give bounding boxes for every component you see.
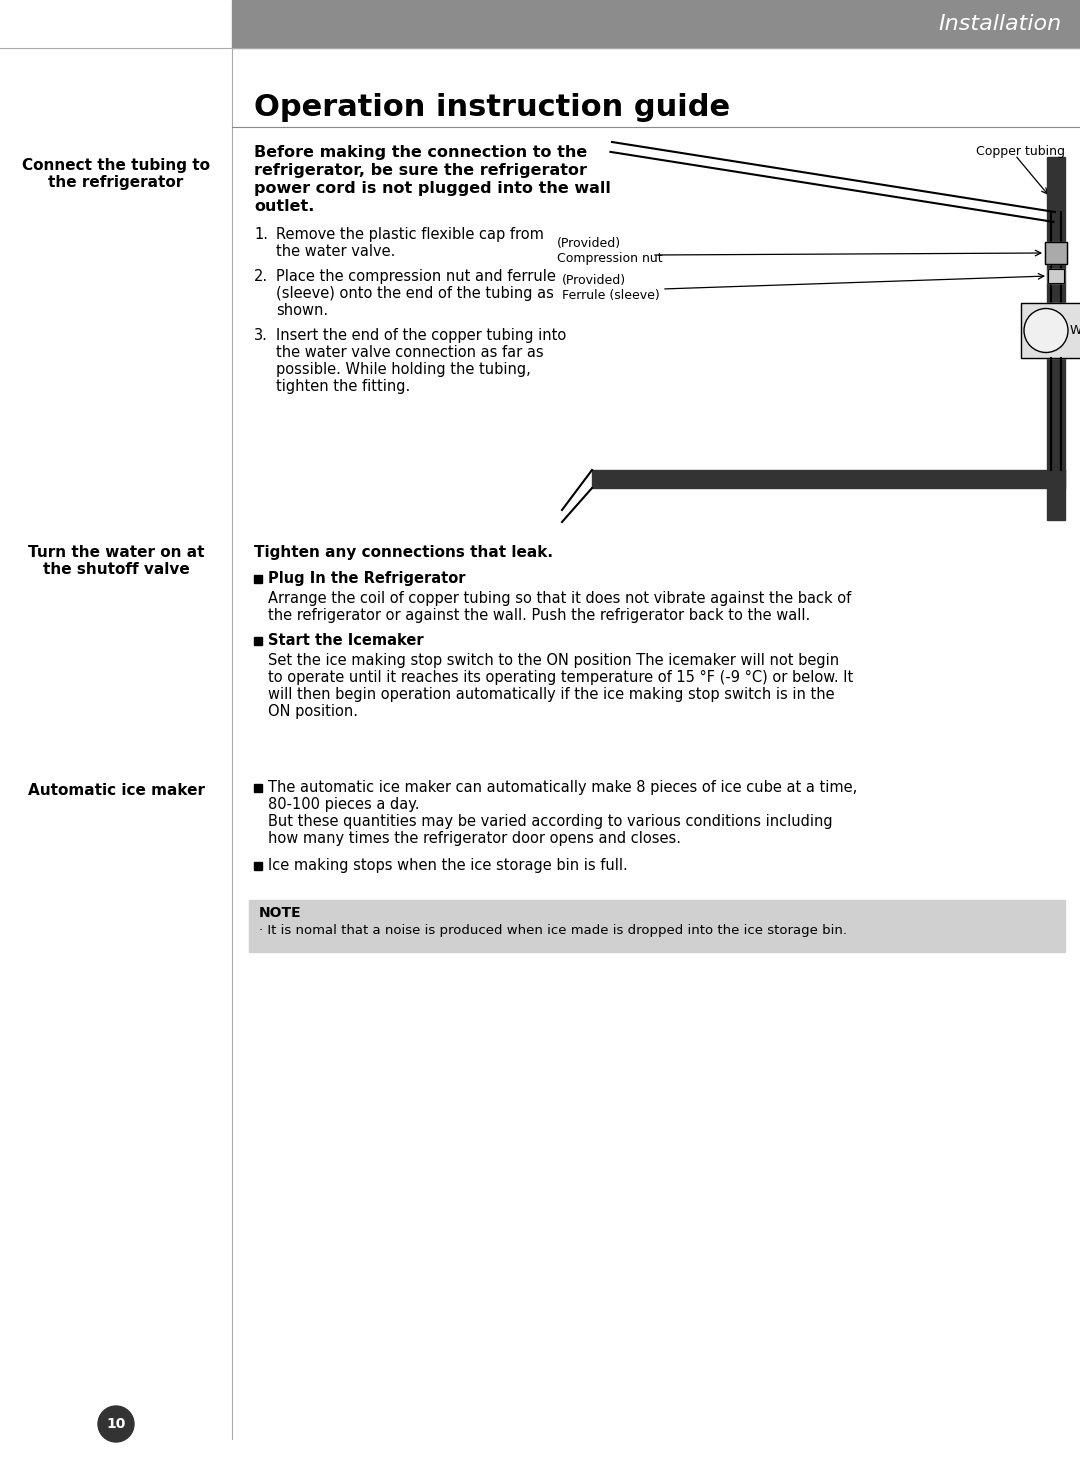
Text: Water valve: Water valve xyxy=(1070,324,1080,337)
Text: Place the compression nut and ferrule: Place the compression nut and ferrule xyxy=(276,269,556,284)
Text: the refrigerator or against the wall. Push the refrigerator back to the wall.: the refrigerator or against the wall. Pu… xyxy=(268,608,810,623)
Text: NOTE: NOTE xyxy=(259,907,301,920)
Text: Tighten any connections that leak.: Tighten any connections that leak. xyxy=(254,544,553,561)
Text: Automatic ice maker: Automatic ice maker xyxy=(27,782,204,799)
Bar xyxy=(1048,269,1064,282)
Text: shown.: shown. xyxy=(276,303,328,318)
Text: Plug In the Refrigerator: Plug In the Refrigerator xyxy=(268,571,465,586)
Text: (Provided)
Ferrule (sleeve): (Provided) Ferrule (sleeve) xyxy=(562,274,660,302)
Bar xyxy=(1045,243,1067,263)
Text: refrigerator, be sure the refrigerator: refrigerator, be sure the refrigerator xyxy=(254,163,588,177)
Text: how many times the refrigerator door opens and closes.: how many times the refrigerator door ope… xyxy=(268,831,681,846)
Bar xyxy=(254,784,262,791)
Bar xyxy=(1048,269,1064,282)
Text: possible. While holding the tubing,: possible. While holding the tubing, xyxy=(276,362,530,377)
Text: Connect the tubing to
the refrigerator: Connect the tubing to the refrigerator xyxy=(22,158,210,191)
Text: Remove the plastic flexible cap from: Remove the plastic flexible cap from xyxy=(276,226,544,243)
Bar xyxy=(1047,157,1065,521)
Text: the water valve connection as far as: the water valve connection as far as xyxy=(276,345,543,359)
Circle shape xyxy=(98,1407,134,1442)
Text: 1.: 1. xyxy=(254,226,268,243)
Text: 2.: 2. xyxy=(254,269,268,284)
Bar xyxy=(592,470,1065,488)
Text: ON position.: ON position. xyxy=(268,704,357,719)
Bar xyxy=(254,637,262,645)
Text: will then begin operation automatically if the ice making stop switch is in the: will then begin operation automatically … xyxy=(268,688,835,703)
Text: power cord is not plugged into the wall: power cord is not plugged into the wall xyxy=(254,180,611,197)
Text: Ice making stops when the ice storage bin is full.: Ice making stops when the ice storage bi… xyxy=(268,858,627,873)
Text: (sleeve) onto the end of the tubing as: (sleeve) onto the end of the tubing as xyxy=(276,285,554,302)
Text: 3.: 3. xyxy=(254,328,268,343)
Bar xyxy=(1045,243,1067,263)
Text: Installation: Installation xyxy=(939,13,1062,34)
Text: Operation instruction guide: Operation instruction guide xyxy=(254,93,730,121)
Bar xyxy=(1021,303,1080,358)
Text: Arrange the coil of copper tubing so that it does not vibrate against the back o: Arrange the coil of copper tubing so tha… xyxy=(268,592,851,606)
Text: 80-100 pieces a day.: 80-100 pieces a day. xyxy=(268,797,419,812)
Text: outlet.: outlet. xyxy=(254,200,314,214)
Text: Set the ice making stop switch to the ON position The icemaker will not begin: Set the ice making stop switch to the ON… xyxy=(268,654,839,669)
Bar xyxy=(1021,303,1080,358)
Text: Turn the water on at
the shutoff valve: Turn the water on at the shutoff valve xyxy=(28,544,204,577)
Bar xyxy=(232,0,1080,47)
Text: to operate until it reaches its operating temperature of 15 °F (-9 °C) or below.: to operate until it reaches its operatin… xyxy=(268,670,853,685)
Text: · It is nomal that a noise is produced when ice made is dropped into the ice sto: · It is nomal that a noise is produced w… xyxy=(259,924,847,938)
Text: Copper tubing: Copper tubing xyxy=(976,145,1065,158)
Bar xyxy=(254,575,262,583)
Text: But these quantities may be varied according to various conditions including: But these quantities may be varied accor… xyxy=(268,813,833,830)
Text: 10: 10 xyxy=(106,1417,125,1432)
Text: (Provided)
Compression nut: (Provided) Compression nut xyxy=(557,237,663,265)
Bar xyxy=(254,862,262,870)
Bar xyxy=(249,901,1065,952)
Text: the water valve.: the water valve. xyxy=(276,244,395,259)
Text: The automatic ice maker can automatically make 8 pieces of ice cube at a time,: The automatic ice maker can automaticall… xyxy=(268,779,858,796)
Text: tighten the fitting.: tighten the fitting. xyxy=(276,379,410,393)
Circle shape xyxy=(1024,309,1068,352)
Text: Start the Icemaker: Start the Icemaker xyxy=(268,633,423,648)
Text: Before making the connection to the: Before making the connection to the xyxy=(254,145,588,160)
Text: Insert the end of the copper tubing into: Insert the end of the copper tubing into xyxy=(276,328,566,343)
